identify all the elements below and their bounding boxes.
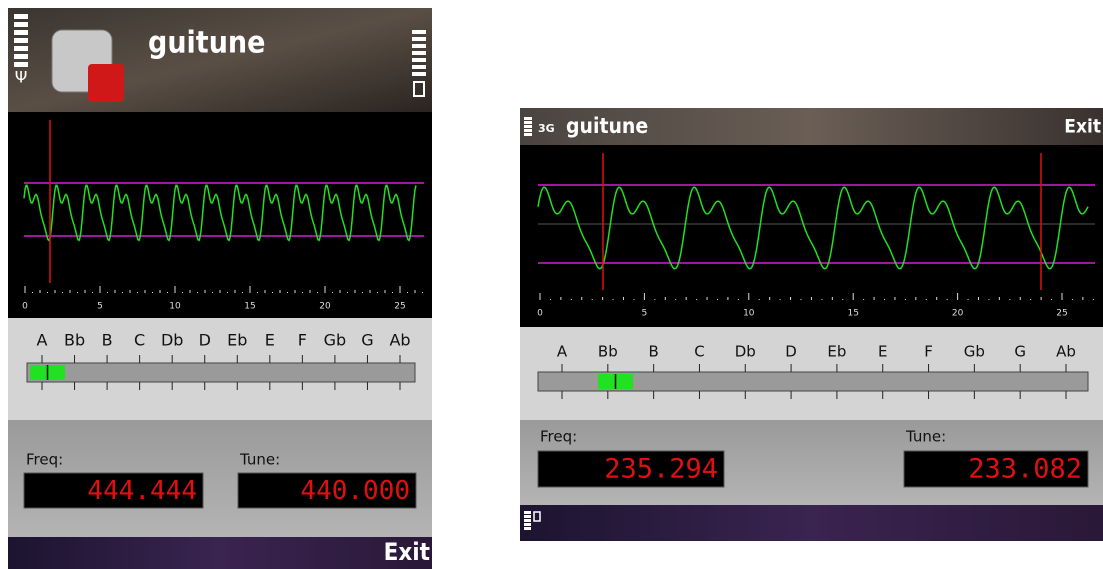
note-label: Bb	[64, 331, 85, 350]
note-label: G	[1014, 343, 1026, 361]
app-icon-cube	[88, 64, 124, 102]
ruler-label: 20	[319, 302, 331, 312]
signal-bar	[524, 129, 532, 132]
note-label: C	[694, 343, 704, 361]
signal-bar	[14, 46, 28, 51]
note-label: Gb	[964, 343, 985, 361]
page: Ψguitune 0 5 10 15 20 25 A Bb B C Db D Eb E F Gb G Ab Freq:…	[0, 0, 1103, 569]
battery-bar	[412, 37, 426, 41]
signal-bar	[14, 38, 28, 43]
softkey-bar	[520, 505, 1103, 541]
battery-bar	[524, 511, 531, 514]
battery-bar	[412, 72, 426, 76]
ruler-label: 15	[847, 309, 858, 319]
note-label: B	[648, 343, 658, 361]
ruler-label: 10	[169, 302, 181, 312]
freq-label: Freq:	[26, 451, 63, 469]
note-label: A	[37, 331, 48, 350]
screenshot: Ψguitune 0 5 10 15 20 25 A Bb B C Db D Eb E F Gb G Ab Freq:…	[0, 0, 1103, 569]
battery-bar	[524, 515, 531, 518]
note-label: D	[199, 331, 211, 350]
app-title: guitune	[566, 114, 648, 138]
battery-bar	[412, 58, 426, 62]
signal-bar	[14, 22, 28, 27]
battery-bar	[524, 519, 531, 522]
note-label: Db	[735, 343, 756, 361]
battery-bar	[524, 527, 531, 530]
tune-value: 440.000	[300, 476, 410, 506]
softkey-bar	[8, 537, 432, 569]
signal-icon: Ψ	[15, 68, 28, 87]
softkey-exit[interactable]: Exit	[1064, 116, 1101, 138]
battery-bar	[524, 523, 531, 526]
ruler-label: 15	[244, 302, 255, 312]
app-title: guitune	[148, 26, 265, 61]
battery-bar	[412, 65, 426, 69]
signal-bar	[14, 54, 28, 59]
ruler-label: 25	[1056, 309, 1067, 319]
note-label: F	[924, 343, 933, 361]
tuner-bar	[27, 363, 415, 382]
signal-bar	[14, 14, 28, 19]
freq-label: Freq:	[540, 428, 577, 446]
network-label: 3G	[538, 122, 555, 135]
note-label: D	[785, 343, 797, 361]
phone-screen: 3G guitune 0 5 10 15 20 25 A Bb B C Db D Eb E F Gb G Ab Freq…	[520, 108, 1103, 541]
note-label: E	[878, 343, 887, 361]
note-label: Ab	[1056, 343, 1076, 361]
note-label: B	[102, 331, 113, 350]
note-label: F	[298, 331, 307, 350]
note-label: Gb	[324, 331, 347, 350]
signal-bar	[524, 125, 532, 128]
softkey-exit[interactable]: Exit	[384, 538, 430, 566]
ruler-label: 20	[952, 309, 964, 319]
note-label: G	[361, 331, 373, 350]
signal-bar	[524, 121, 532, 124]
tune-label: Tune:	[239, 451, 280, 469]
signal-bar	[14, 30, 28, 35]
ruler-label: 0	[22, 302, 28, 312]
note-label: A	[557, 343, 568, 361]
battery-bar	[412, 44, 426, 48]
signal-bar	[14, 62, 28, 67]
note-label: C	[134, 331, 145, 350]
note-label: E	[265, 331, 275, 350]
ruler-label: 5	[97, 302, 103, 312]
ruler-label: 0	[537, 309, 543, 319]
signal-bar	[524, 117, 532, 120]
ruler-label: 5	[642, 309, 648, 319]
freq-value: 235.294	[604, 454, 718, 485]
note-label: Ab	[389, 331, 410, 350]
battery-bar	[412, 30, 426, 34]
note-label: Eb	[827, 343, 846, 361]
battery-bar	[412, 51, 426, 55]
freq-value: 444.444	[87, 476, 197, 506]
tune-label: Tune:	[905, 428, 946, 446]
tune-value: 233.082	[968, 454, 1082, 485]
ruler-label: 25	[394, 302, 405, 312]
note-label: Db	[161, 331, 183, 350]
signal-bar	[524, 133, 532, 136]
note-label: Eb	[227, 331, 247, 350]
ruler-label: 10	[743, 309, 755, 319]
note-label: Bb	[598, 343, 618, 361]
